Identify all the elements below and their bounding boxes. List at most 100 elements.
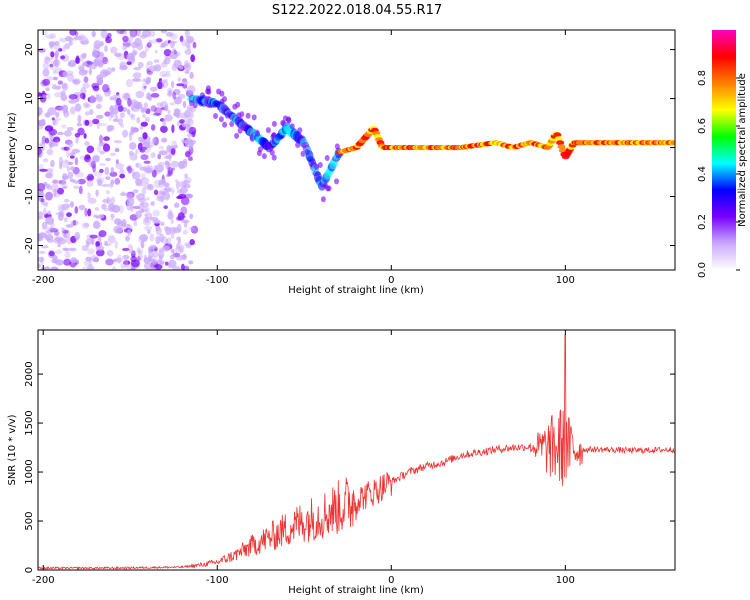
spectrogram-cell bbox=[131, 171, 141, 180]
spectrogram-cell bbox=[183, 265, 190, 270]
spectrogram-cell bbox=[178, 161, 185, 170]
spectrogram-cell bbox=[206, 88, 212, 95]
spectrogram-cell bbox=[61, 124, 67, 129]
spectrogram-cell bbox=[144, 213, 148, 217]
spectrogram-cell bbox=[151, 38, 158, 44]
spectrogram-cell bbox=[81, 40, 85, 45]
spectrogram-cell bbox=[83, 260, 91, 267]
spectrogram-cell bbox=[123, 258, 129, 268]
spectrogram-cell bbox=[104, 243, 112, 247]
spectrogram-cell bbox=[93, 214, 98, 218]
spectrogram-cell bbox=[255, 130, 261, 137]
spectrogram-cell bbox=[139, 51, 147, 59]
spectrogram-cell bbox=[86, 179, 94, 188]
spectrogram-cell bbox=[78, 185, 83, 195]
snr-ytick-label: 1500 bbox=[24, 410, 35, 435]
spectrogram-cell bbox=[54, 50, 60, 58]
spectrogram-cell bbox=[157, 153, 162, 160]
spectrogram-cell bbox=[92, 44, 101, 49]
spectrogram-cell bbox=[94, 207, 99, 211]
spectrogram-cell bbox=[74, 103, 82, 112]
spectrogram-marks bbox=[38, 30, 675, 270]
spectrogram-cell bbox=[73, 185, 80, 189]
spectrogram-cell bbox=[154, 49, 158, 54]
spectrogram-cell bbox=[180, 206, 188, 216]
spectrogram-cell bbox=[140, 107, 146, 114]
spectrogram-cell bbox=[149, 233, 155, 242]
spectrogram-cell bbox=[72, 219, 77, 226]
spectrogram-cell bbox=[269, 149, 275, 156]
spectrogram-ylabel: Frequency (Hz) bbox=[7, 112, 18, 188]
spectrogram-cell bbox=[105, 258, 114, 266]
colorbar-tick-label: 0.2 bbox=[697, 214, 708, 230]
spectrogram-cell bbox=[153, 179, 161, 189]
spectrogram-cell bbox=[142, 113, 146, 118]
spectrogram-cell bbox=[182, 100, 187, 109]
spectrogram-cell bbox=[95, 114, 104, 119]
spectrogram-cell bbox=[158, 249, 165, 259]
spectrogram-cell bbox=[145, 165, 154, 174]
spectrogram-cell bbox=[127, 109, 131, 115]
spectrogram-cell bbox=[121, 92, 129, 100]
spectrogram-cell bbox=[127, 165, 133, 174]
spectrogram-cell bbox=[146, 60, 153, 66]
spectrogram-cell bbox=[169, 33, 178, 40]
spectrogram-cell bbox=[96, 145, 102, 153]
spectrogram-cell bbox=[43, 202, 49, 208]
spectrogram-cell bbox=[167, 109, 171, 115]
spectrogram-cell bbox=[88, 258, 93, 267]
spectrogram-cell bbox=[171, 167, 176, 171]
spectrogram-cell bbox=[176, 195, 183, 200]
spectrogram-cell bbox=[68, 141, 74, 148]
spectrogram-cell bbox=[133, 104, 143, 109]
spectrogram-cell bbox=[69, 30, 77, 36]
spectrogram-cell bbox=[136, 117, 141, 124]
spectrogram-cell bbox=[164, 57, 171, 65]
spectrogram-cell bbox=[83, 102, 89, 109]
spectrogram-cell bbox=[150, 152, 156, 159]
snr-ylabel: SNR (10 * v/v) bbox=[7, 414, 18, 485]
spectrogram-cell bbox=[150, 105, 157, 112]
spectrogram-cell bbox=[141, 30, 151, 38]
spectrogram-cell bbox=[120, 30, 128, 35]
spectrogram-cell bbox=[149, 244, 157, 250]
spectrogram-xtick-label: 100 bbox=[556, 275, 575, 286]
spectrogram-cell bbox=[119, 173, 126, 179]
spectrogram-cell bbox=[164, 187, 172, 193]
spectrogram-cell bbox=[90, 255, 98, 263]
spectrogram-cell bbox=[68, 40, 73, 46]
spectrogram-cell bbox=[126, 197, 135, 206]
spectrogram-cell bbox=[234, 132, 240, 139]
spectrogram-cell bbox=[317, 162, 323, 168]
spectrogram-cell bbox=[140, 208, 145, 213]
spectrogram-cell bbox=[46, 148, 54, 156]
spectrogram-cell bbox=[110, 46, 118, 54]
colorbar-tick-label: 0.0 bbox=[697, 262, 708, 278]
spectrogram-cell bbox=[142, 132, 148, 140]
spectrogram-cell bbox=[42, 158, 49, 163]
spectrogram-cell bbox=[178, 93, 186, 99]
spectrogram-cell bbox=[125, 78, 133, 88]
spectrogram-cell bbox=[62, 175, 69, 180]
spectrogram-cell bbox=[57, 48, 63, 52]
spectrogram-cell bbox=[41, 118, 46, 127]
spectrogram-cell bbox=[84, 119, 90, 126]
spectrogram-cell bbox=[105, 190, 110, 195]
spectrogram-cell bbox=[43, 56, 51, 64]
spectrogram-cell bbox=[265, 127, 271, 134]
spectrogram-cell bbox=[86, 175, 91, 182]
spectrogram-cell bbox=[115, 159, 119, 165]
spectrogram-cell bbox=[88, 61, 97, 70]
spectrogram-cell bbox=[38, 147, 42, 156]
spectrogram-cell bbox=[42, 78, 51, 86]
spectrogram-cell bbox=[106, 249, 114, 257]
spectrogram-cell bbox=[131, 41, 139, 48]
spectrogram-cell bbox=[137, 197, 147, 203]
spectrogram-cell bbox=[73, 35, 83, 41]
spectrogram-cell bbox=[132, 205, 141, 210]
spectrogram-cell bbox=[54, 92, 63, 98]
spectrogram-ytick-label: 20 bbox=[24, 43, 35, 56]
spectrogram-cell bbox=[145, 197, 150, 201]
spectrogram-cell bbox=[140, 240, 145, 249]
